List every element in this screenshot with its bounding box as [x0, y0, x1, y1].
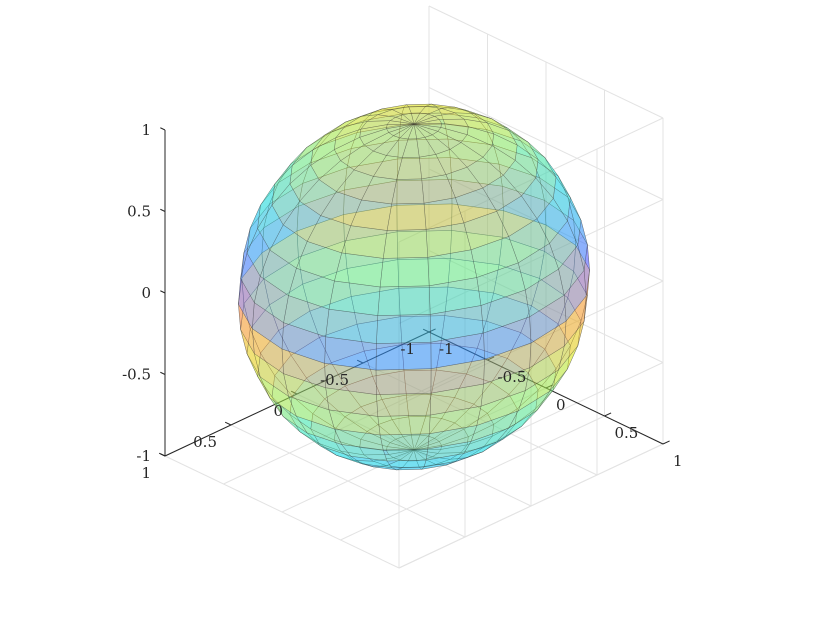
x-tick-mark: [604, 412, 612, 417]
surface-face: [375, 368, 432, 395]
y-tick-mark: [290, 390, 298, 395]
floor-grid-line: [230, 424, 466, 538]
z-tick-mark: [160, 127, 166, 131]
y-tick-mark: [422, 328, 430, 333]
y-tick-label: -1: [400, 340, 415, 358]
floor-grid-line: [340, 415, 605, 541]
wall-grid-line: [428, 5, 664, 119]
wall-grid-line: [398, 199, 664, 324]
wall-grid-line: [428, 87, 664, 200]
y-tick-label: 0: [273, 402, 283, 420]
y-tick-label: -0.5: [320, 371, 349, 389]
x-tick-label: -1: [439, 340, 454, 358]
x-tick-mark: [662, 440, 670, 445]
x-tick-mark: [487, 356, 495, 361]
x-tick-label: 0: [556, 396, 566, 414]
x-tick-label: -0.5: [498, 368, 527, 386]
z-tick-label: -1: [136, 447, 151, 465]
z-tick-label: 0.5: [127, 203, 151, 221]
z-tick-mark: [160, 371, 166, 375]
z-tick-label: 1: [141, 121, 151, 139]
wall-grid-line: [398, 117, 664, 243]
x-tick-mark: [545, 384, 553, 389]
z-tick-mark: [160, 290, 166, 294]
surface-face: [376, 392, 432, 417]
surface-face: [382, 229, 429, 259]
surface-face: [382, 448, 429, 462]
z-tick-mark: [160, 208, 166, 212]
surface-face: [386, 202, 427, 231]
y-tick-mark: [224, 421, 232, 426]
surface-face: [379, 433, 430, 451]
surface-face: [271, 164, 293, 206]
surface-face: [334, 252, 384, 288]
surface-face: [377, 414, 431, 436]
surface-face: [377, 285, 431, 316]
floor-grid-line: [164, 455, 400, 569]
x-tick-label: 0.5: [615, 424, 639, 442]
y-tick-label: 0.5: [193, 433, 217, 451]
tick-labels: -1-0.500.51-1-0.500.51-1-0.500.51: [122, 121, 682, 482]
sphere-surface: [238, 103, 590, 471]
x-tick-mark: [428, 328, 436, 333]
y-tick-mark: [356, 359, 364, 364]
surface-face: [391, 178, 425, 205]
y-tick-label: 1: [141, 464, 151, 482]
z-tick-label: 0: [141, 284, 151, 302]
axis-lines: [158, 127, 670, 457]
surface-face: [379, 257, 430, 288]
x-tick-label: 1: [673, 452, 683, 470]
y-tick-mark: [158, 452, 166, 457]
z-tick-label: -0.5: [122, 366, 151, 384]
